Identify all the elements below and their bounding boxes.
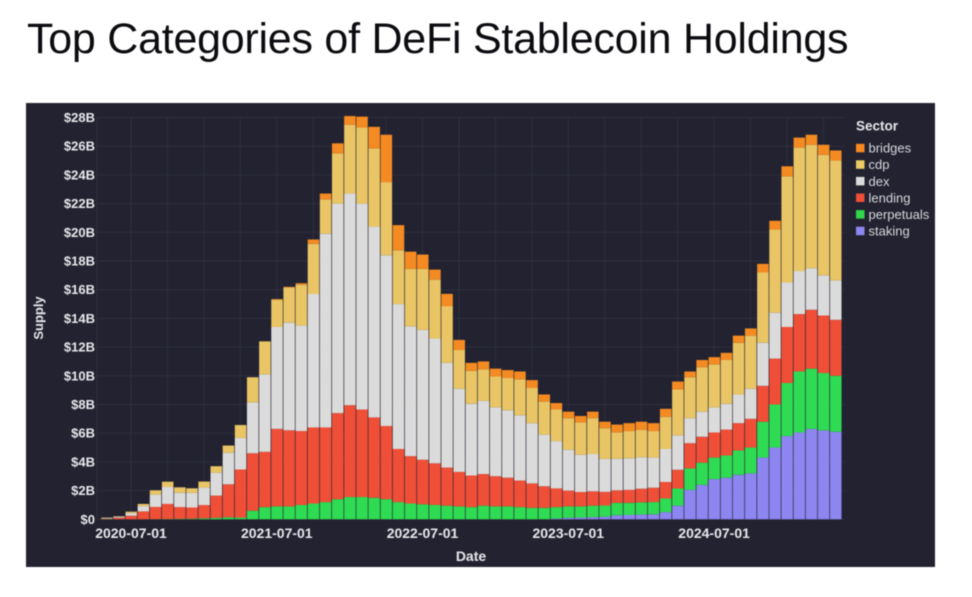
svg-text:$14B: $14B	[64, 311, 95, 326]
svg-text:staking: staking	[869, 224, 910, 239]
svg-text:perpetuals: perpetuals	[869, 207, 930, 222]
svg-text:$4B: $4B	[71, 454, 95, 469]
svg-text:$28B: $28B	[64, 110, 95, 125]
svg-text:2022-07-01: 2022-07-01	[387, 525, 459, 541]
svg-text:cdp: cdp	[869, 157, 890, 172]
svg-text:lending: lending	[869, 190, 911, 205]
svg-text:$12B: $12B	[64, 340, 95, 355]
svg-text:2021-07-01: 2021-07-01	[241, 525, 313, 541]
svg-text:$18B: $18B	[64, 254, 95, 269]
svg-text:$6B: $6B	[71, 426, 95, 441]
svg-text:$24B: $24B	[64, 167, 95, 182]
svg-text:$22B: $22B	[64, 196, 95, 211]
svg-text:$20B: $20B	[64, 225, 95, 240]
svg-text:$2B: $2B	[71, 483, 95, 498]
svg-text:Supply: Supply	[31, 296, 46, 340]
svg-text:dex: dex	[869, 174, 890, 189]
svg-text:2024-07-01: 2024-07-01	[678, 525, 750, 541]
svg-text:Date: Date	[456, 548, 487, 564]
svg-text:2023-07-01: 2023-07-01	[532, 525, 604, 541]
svg-text:$10B: $10B	[64, 368, 95, 383]
svg-text:$8B: $8B	[71, 397, 95, 412]
svg-text:$26B: $26B	[64, 139, 95, 154]
svg-text:$0: $0	[81, 512, 95, 527]
svg-text:Sector: Sector	[856, 119, 899, 134]
svg-text:2020-07-01: 2020-07-01	[95, 525, 167, 541]
svg-text:$16B: $16B	[64, 282, 95, 297]
svg-text:bridges: bridges	[869, 141, 912, 156]
